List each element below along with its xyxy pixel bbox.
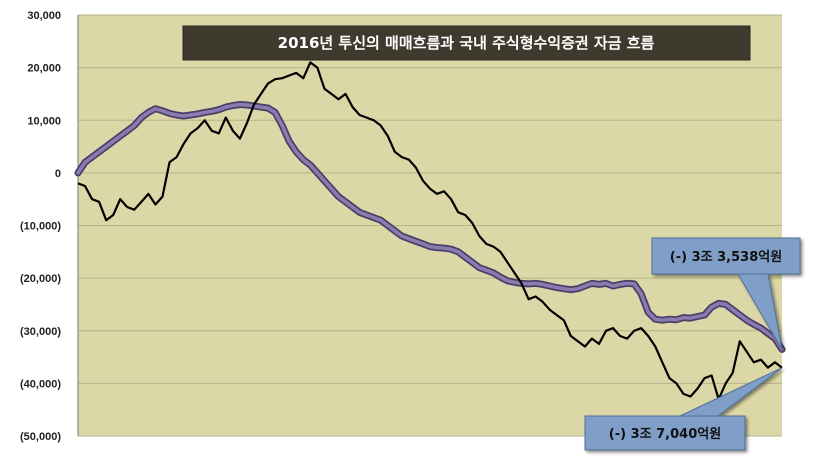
chart-title: 2016년 투신의 매매흐름과 국내 주식형수익증권 자금 흐름 bbox=[278, 34, 655, 52]
callout-box bbox=[651, 237, 801, 275]
y-tick-label: (30,000) bbox=[20, 326, 61, 338]
y-axis: 30,000 20,000 10,000 0 (10,000) (20,000) (30,0… bbox=[20, 10, 79, 443]
y-tick-label: 20,000 bbox=[27, 63, 61, 75]
y-tick-label: (40,000) bbox=[20, 378, 61, 390]
chart-title-box: 2016년 투신의 매매흐름과 국내 주식형수익증권 자금 흐름 bbox=[182, 25, 751, 61]
callout-1 bbox=[651, 237, 801, 350]
series-layer bbox=[74, 61, 786, 401]
series-line bbox=[76, 102, 784, 352]
callout-label: (-) 3조 3,538억원 bbox=[670, 250, 782, 265]
y-tick-label: (50,000) bbox=[20, 431, 61, 443]
callouts: (-) 3조 3,538억원 (-) 3조 7,040억원 bbox=[584, 237, 801, 451]
callout-label: (-) 3조 7,040억원 bbox=[609, 427, 721, 442]
y-tick-label: (20,000) bbox=[20, 273, 61, 285]
y-tick-label: 0 bbox=[55, 168, 61, 180]
gridlines bbox=[78, 14, 782, 437]
y-tick-label: (10,000) bbox=[20, 221, 61, 233]
y-tick-label: 30,000 bbox=[27, 10, 61, 22]
y-tick-label: 10,000 bbox=[27, 115, 61, 127]
callout-box bbox=[584, 415, 746, 451]
callout-2 bbox=[584, 367, 783, 451]
series-line bbox=[77, 61, 783, 401]
